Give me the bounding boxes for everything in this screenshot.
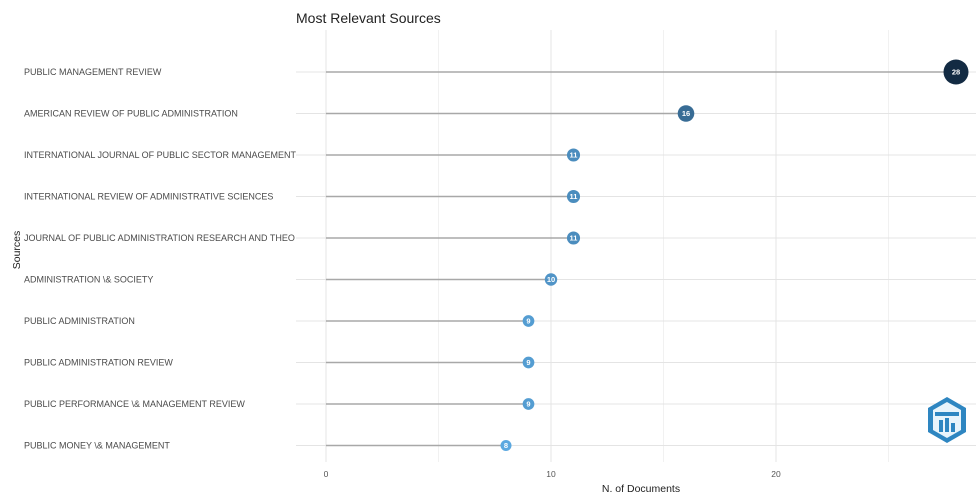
lollipop-points: 28 16 11 11 11 10 9 9 9 8 (500, 59, 969, 451)
category-label: PUBLIC PERFORMANCE \& MANAGEMENT REVIEW (24, 399, 245, 409)
chart-title: Most Relevant Sources (296, 10, 441, 26)
category-labels: PUBLIC MANAGEMENT REVIEW AMERICAN REVIEW … (24, 67, 297, 451)
lollipop-point (522, 315, 535, 327)
x-tick-label: 20 (771, 469, 781, 479)
category-label: INTERNATIONAL REVIEW OF ADMINISTRATIVE S… (24, 192, 273, 202)
grid-lines (296, 30, 976, 462)
category-label: JOURNAL OF PUBLIC ADMINISTRATION RESEARC… (24, 233, 295, 243)
lollipop-point (522, 356, 535, 369)
data-label: 9 (526, 358, 530, 367)
category-label: PUBLIC MONEY \& MANAGEMENT (24, 441, 170, 451)
lollipop-point (522, 398, 535, 410)
data-label: 11 (570, 234, 578, 243)
lollipop-stems (326, 71, 956, 447)
bibliometrix-logo (926, 396, 968, 444)
lollipop-point (544, 273, 558, 286)
category-label: ADMINISTRATION \& SOCIETY (24, 275, 153, 285)
x-tick-labels: 0 10 20 (324, 469, 781, 479)
category-label: AMERICAN REVIEW OF PUBLIC ADMINISTRATION (24, 109, 238, 119)
category-label: PUBLIC MANAGEMENT REVIEW (24, 67, 162, 77)
lollipop-point (566, 231, 581, 245)
data-label: 8 (504, 441, 508, 450)
x-tick-label: 0 (324, 469, 329, 479)
category-label: INTERNATIONAL JOURNAL OF PUBLIC SECTOR M… (24, 150, 297, 160)
data-label: 9 (526, 317, 530, 326)
data-label: 16 (682, 109, 690, 118)
x-tick-label: 10 (546, 469, 556, 479)
y-axis-title: Sources (11, 231, 23, 270)
data-label: 11 (570, 151, 578, 160)
lollipop-point (500, 440, 512, 451)
x-axis-title: N. of Documents (602, 483, 680, 493)
data-label: 10 (547, 275, 555, 284)
hexagon-logo-icon (928, 397, 966, 443)
lollipop-point (566, 189, 581, 204)
data-label: 9 (526, 400, 530, 409)
category-label: PUBLIC ADMINISTRATION REVIEW (24, 358, 173, 368)
category-label: PUBLIC ADMINISTRATION (24, 316, 135, 326)
data-label: 11 (570, 192, 578, 201)
data-label: 28 (952, 68, 960, 77)
lollipop-point (677, 105, 695, 122)
lollipop-point (943, 59, 969, 85)
lollipop-point (566, 148, 581, 162)
